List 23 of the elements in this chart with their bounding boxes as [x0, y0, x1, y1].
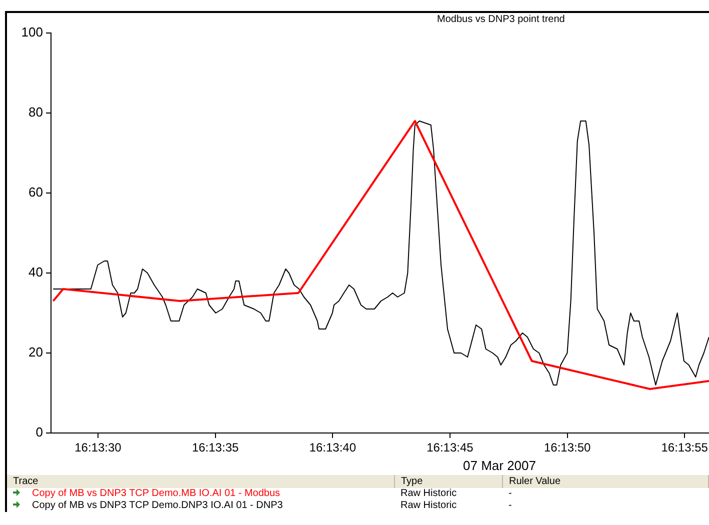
text: -	[508, 500, 513, 512]
y-tick-label: 40	[28, 264, 43, 280]
text: Ruler Value	[502, 475, 708, 488]
y-tick-label: 80	[28, 104, 43, 120]
y-tick-label: 60	[28, 184, 43, 200]
y-tick-label: 100	[21, 24, 43, 40]
x-tick-label: 16:13:55	[661, 440, 708, 455]
y-tick-label: 20	[28, 344, 43, 360]
text: -	[508, 488, 513, 500]
text: Raw Historic	[400, 500, 458, 512]
x-axis-title: 07 Mar 2007	[463, 458, 536, 473]
x-tick-label: 16:13:30	[74, 440, 122, 455]
x-tick-label: 16:13:50	[544, 440, 592, 455]
y-tick-label: 0	[36, 424, 43, 440]
x-tick-label: 16:13:35	[192, 440, 239, 455]
x-tick-label: 16:13:45	[426, 440, 474, 455]
legend-title: Trace	[7, 475, 394, 488]
text: Copy of MB vs DNP3 TCP Demo.MB IO.AI 01 - Modbus	[32, 488, 280, 499]
chart-title: Modbus vs DNP3 point trend	[437, 14, 565, 25]
text: Type	[394, 475, 502, 488]
text: Copy of MB vs DNP3 TCP Demo.DNP3 IO.AI 01 - DNP3	[32, 500, 283, 511]
x-tick-label: 16:13:40	[309, 440, 356, 455]
text: Raw Historic	[400, 488, 458, 500]
